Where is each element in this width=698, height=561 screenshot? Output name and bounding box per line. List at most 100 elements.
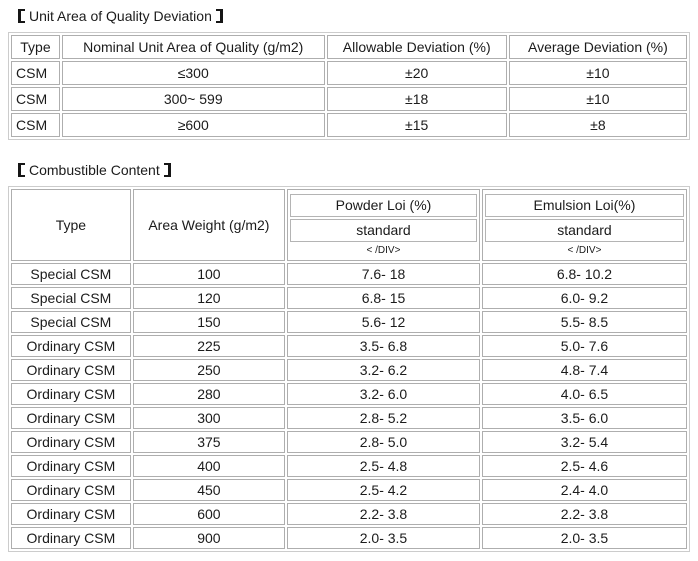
combustible-cell-area-weight: 280 xyxy=(132,383,286,405)
combustible-cell-area-weight: 250 xyxy=(132,359,286,381)
deviation-cell-average: ±10 xyxy=(508,61,687,85)
combustible-cell-area-weight: 300 xyxy=(132,407,286,429)
emulsion-standard-label: standard xyxy=(484,219,684,242)
combustible-cell-emulsion-loi: 6.8- 10.2 xyxy=(481,263,687,285)
combustible-col-header-area-weight: Area Weight (g/m2) xyxy=(132,189,286,261)
combustible-cell-emulsion-loi: 4.8- 7.4 xyxy=(481,359,687,381)
combustible-table-row: Ordinary CSM 600 2.2- 3.8 2.2- 3.8 xyxy=(11,503,687,525)
combustible-cell-emulsion-loi: 4.0- 6.5 xyxy=(481,383,687,405)
combustible-cell-type: Special CSM xyxy=(11,263,131,285)
lenticular-bracket-close-icon xyxy=(163,163,171,177)
combustible-table-body: Special CSM 100 7.6- 18 6.8- 10.2 Specia… xyxy=(11,263,687,549)
combustible-cell-emulsion-loi: 2.0- 3.5 xyxy=(481,527,687,549)
deviation-section-title: Unit Area of Quality Deviation xyxy=(18,8,690,25)
combustible-cell-type: Ordinary CSM xyxy=(11,431,131,453)
deviation-table-row: CSM ≤300 ±20 ±10 xyxy=(11,61,687,85)
combustible-cell-powder-loi: 6.8- 15 xyxy=(287,287,480,309)
combustible-cell-type: Ordinary CSM xyxy=(11,479,131,501)
deviation-cell-type: CSM xyxy=(11,61,60,85)
combustible-cell-type: Ordinary CSM xyxy=(11,383,131,405)
combustible-cell-type: Ordinary CSM xyxy=(11,407,131,429)
deviation-cell-nominal-area: 300~ 599 xyxy=(61,87,325,111)
combustible-cell-powder-loi: 3.2- 6.0 xyxy=(287,383,480,405)
combustible-table-row: Ordinary CSM 450 2.5- 4.2 2.4- 4.0 xyxy=(11,479,687,501)
combustible-cell-emulsion-loi: 6.0- 9.2 xyxy=(481,287,687,309)
combustible-cell-powder-loi: 2.2- 3.8 xyxy=(287,503,480,525)
combustible-table-row: Ordinary CSM 225 3.5- 6.8 5.0- 7.6 xyxy=(11,335,687,357)
emulsion-loi-label: Emulsion Loi(%) xyxy=(484,194,684,217)
combustible-cell-powder-loi: 2.0- 3.5 xyxy=(287,527,480,549)
combustible-cell-emulsion-loi: 2.5- 4.6 xyxy=(481,455,687,477)
combustible-table-row: Special CSM 100 7.6- 18 6.8- 10.2 xyxy=(11,263,687,285)
combustible-cell-emulsion-loi: 3.2- 5.4 xyxy=(481,431,687,453)
combustible-cell-powder-loi: 2.5- 4.8 xyxy=(287,455,480,477)
combustible-cell-type: Ordinary CSM xyxy=(11,527,131,549)
combustible-cell-area-weight: 225 xyxy=(132,335,286,357)
combustible-cell-powder-loi: 3.5- 6.8 xyxy=(287,335,480,357)
deviation-table-body: CSM ≤300 ±20 ±10 CSM 300~ 599 ±18 ±10 CS… xyxy=(11,61,687,137)
combustible-cell-powder-loi: 2.5- 4.2 xyxy=(287,479,480,501)
powder-div-tag-text: < /DIV> xyxy=(366,245,401,256)
combustible-table-row: Special CSM 150 5.6- 12 5.5- 8.5 xyxy=(11,311,687,333)
combustible-cell-type: Ordinary CSM xyxy=(11,503,131,525)
combustible-cell-area-weight: 375 xyxy=(132,431,286,453)
deviation-cell-type: CSM xyxy=(11,113,60,137)
combustible-cell-type: Ordinary CSM xyxy=(11,335,131,357)
combustible-cell-type: Special CSM xyxy=(11,311,131,333)
combustible-cell-emulsion-loi: 3.5- 6.0 xyxy=(481,407,687,429)
combustible-cell-emulsion-loi: 5.0- 7.6 xyxy=(481,335,687,357)
powder-loi-label: Powder Loi (%) xyxy=(290,194,477,217)
combustible-table-row: Ordinary CSM 900 2.0- 3.5 2.0- 3.5 xyxy=(11,527,687,549)
combustible-cell-emulsion-loi: 2.4- 4.0 xyxy=(481,479,687,501)
deviation-cell-nominal-area: ≤300 xyxy=(61,61,325,85)
combustible-table-header: Type Area Weight (g/m2) Powder Loi (%) s… xyxy=(11,189,687,261)
combustible-cell-area-weight: 450 xyxy=(132,479,286,501)
combustible-col-header-type: Type xyxy=(11,189,131,261)
combustible-header-row: Type Area Weight (g/m2) Powder Loi (%) s… xyxy=(11,189,687,261)
powder-loi-header-cell: Powder Loi (%) standard < /DIV> xyxy=(287,189,480,261)
deviation-col-header-nominal-area: Nominal Unit Area of Quality (g/m2) xyxy=(61,35,325,59)
powder-standard-label: standard xyxy=(290,219,477,242)
emulsion-loi-header-cell: Emulsion Loi(%) standard < /DIV> xyxy=(481,189,687,261)
deviation-section-title-text: Unit Area of Quality Deviation xyxy=(29,8,212,24)
combustible-cell-emulsion-loi: 2.2- 3.8 xyxy=(481,503,687,525)
combustible-cell-type: Ordinary CSM xyxy=(11,359,131,381)
combustible-cell-powder-loi: 7.6- 18 xyxy=(287,263,480,285)
combustible-cell-type: Special CSM xyxy=(11,287,131,309)
combustible-cell-powder-loi: 3.2- 6.2 xyxy=(287,359,480,381)
deviation-col-header-type: Type xyxy=(11,35,60,59)
deviation-table: Type Nominal Unit Area of Quality (g/m2)… xyxy=(8,32,690,140)
deviation-cell-allowable: ±20 xyxy=(326,61,507,85)
deviation-cell-type: CSM xyxy=(11,87,60,111)
combustible-cell-area-weight: 100 xyxy=(132,263,286,285)
combustible-cell-area-weight: 120 xyxy=(132,287,286,309)
combustible-cell-area-weight: 400 xyxy=(132,455,286,477)
combustible-table: Type Area Weight (g/m2) Powder Loi (%) s… xyxy=(8,186,690,552)
combustible-table-row: Ordinary CSM 300 2.8- 5.2 3.5- 6.0 xyxy=(11,407,687,429)
combustible-cell-powder-loi: 2.8- 5.2 xyxy=(287,407,480,429)
deviation-cell-nominal-area: ≥600 xyxy=(61,113,325,137)
deviation-header-row: Type Nominal Unit Area of Quality (g/m2)… xyxy=(11,35,687,59)
combustible-table-row: Ordinary CSM 375 2.8- 5.0 3.2- 5.4 xyxy=(11,431,687,453)
deviation-col-header-allowable: Allowable Deviation (%) xyxy=(326,35,507,59)
combustible-table-row: Special CSM 120 6.8- 15 6.0- 9.2 xyxy=(11,287,687,309)
deviation-table-row: CSM ≥600 ±15 ±8 xyxy=(11,113,687,137)
deviation-cell-allowable: ±18 xyxy=(326,87,507,111)
combustible-table-row: Ordinary CSM 280 3.2- 6.0 4.0- 6.5 xyxy=(11,383,687,405)
emulsion-div-tag-text: < /DIV> xyxy=(567,245,602,256)
combustible-table-row: Ordinary CSM 250 3.2- 6.2 4.8- 7.4 xyxy=(11,359,687,381)
combustible-cell-powder-loi: 5.6- 12 xyxy=(287,311,480,333)
combustible-cell-emulsion-loi: 5.5- 8.5 xyxy=(481,311,687,333)
combustible-cell-area-weight: 150 xyxy=(132,311,286,333)
lenticular-bracket-open-icon xyxy=(18,163,25,177)
combustible-table-row: Ordinary CSM 400 2.5- 4.8 2.5- 4.6 xyxy=(11,455,687,477)
combustible-section-title: Combustible Content xyxy=(18,162,690,179)
combustible-cell-type: Ordinary CSM xyxy=(11,455,131,477)
deviation-table-row: CSM 300~ 599 ±18 ±10 xyxy=(11,87,687,111)
combustible-cell-powder-loi: 2.8- 5.0 xyxy=(287,431,480,453)
deviation-col-header-average: Average Deviation (%) xyxy=(508,35,687,59)
combustible-cell-area-weight: 600 xyxy=(132,503,286,525)
deviation-table-header: Type Nominal Unit Area of Quality (g/m2)… xyxy=(11,35,687,59)
